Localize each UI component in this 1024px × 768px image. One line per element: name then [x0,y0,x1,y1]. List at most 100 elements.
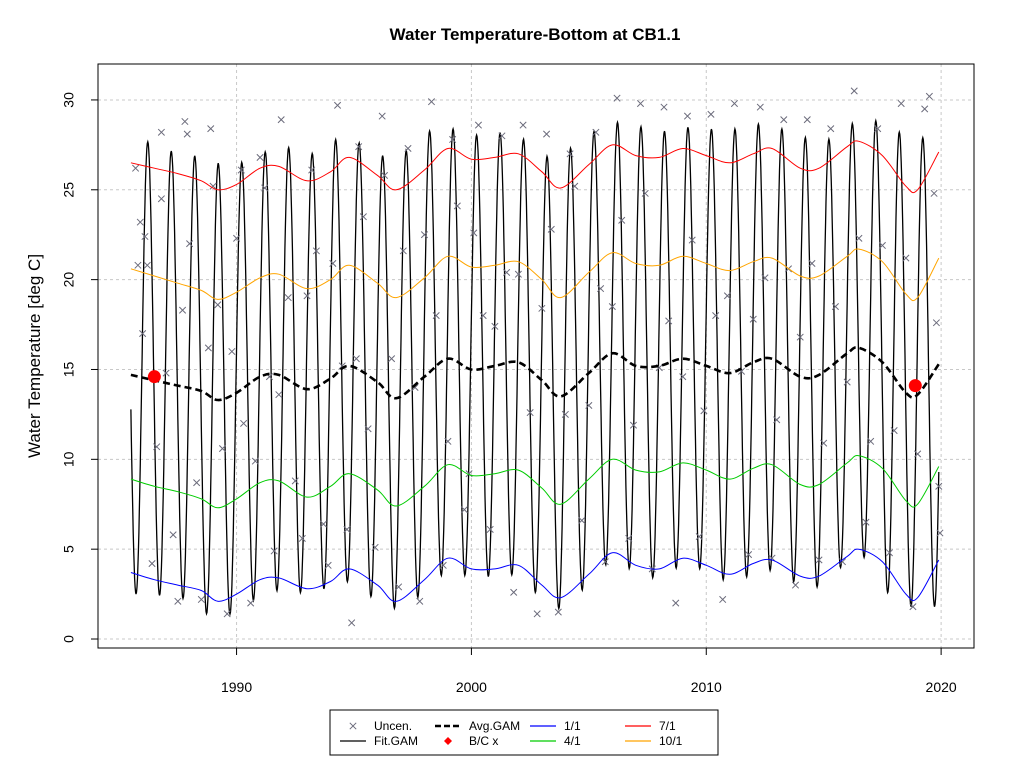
uncen-point [808,259,816,268]
legend-uncen-symbol [349,722,357,730]
legend-label: 10/1 [659,734,683,748]
uncen-point [139,329,147,338]
y-tick-label: 5 [61,545,77,553]
uncen-point [132,164,140,172]
series-10-1-line [130,248,940,302]
series-4-1-line [130,455,940,509]
uncen-point [665,317,673,325]
uncen-point [629,421,638,429]
uncen-point [174,597,182,605]
legend-label: 4/1 [564,734,581,748]
uncen-point [914,450,922,458]
y-axis-label: Water Temperature [deg C] [25,254,44,458]
uncen-point [855,234,863,242]
uncen-point [404,144,412,153]
uncen-point [134,261,142,269]
legend-label: B/C x [469,734,498,748]
uncen-point [744,551,753,559]
uncen-point [427,98,436,106]
uncen-point [479,312,487,320]
uncen-point [183,130,191,138]
uncen-point [730,99,739,108]
y-tick-label: 25 [61,182,77,198]
uncen-point [723,292,731,300]
uncen-point [700,407,708,415]
uncen-point [218,444,227,453]
uncen-point [625,534,633,542]
uncen-point [449,135,457,144]
uncen-point [261,184,269,192]
uncen-point [843,378,851,386]
uncen-point [207,125,215,133]
uncen-point [878,241,886,250]
uncen-point [380,171,389,179]
uncen-point [228,347,236,356]
uncen-point [209,182,217,190]
uncen-point [897,99,905,108]
uncen-point [585,401,593,409]
chart-title: Water Temperature-Bottom at CB1.1 [390,25,681,44]
uncen-point [773,416,781,424]
legend-bc-symbol [444,737,452,745]
y-tick-label: 30 [61,92,77,108]
uncen-point [803,116,811,124]
uncen-point [197,595,205,604]
legend-label: 7/1 [659,719,676,733]
uncen-point [491,322,499,330]
uncen-point [298,534,306,542]
uncen-point [420,231,428,239]
legend-label: Fit.GAM [374,734,418,748]
uncen-point [169,531,177,539]
x-tick-label: 2010 [691,679,722,695]
uncen-point [355,143,363,151]
uncen-point [233,234,241,242]
uncen-point [157,128,165,136]
uncen-point [303,292,311,300]
uncen-point [378,112,386,120]
uncen-point [538,304,546,312]
uncen-point [352,355,360,363]
uncen-point [561,410,569,418]
uncen-point [251,457,259,465]
uncen-point [136,218,144,226]
uncen-point [533,610,541,618]
uncen-point [510,588,518,596]
y-tick-label: 15 [61,361,77,377]
bc-point [147,370,161,384]
uncen-point [930,189,938,197]
uncen-point [909,603,917,611]
uncen-point [672,599,680,607]
legend-label: 1/1 [564,719,581,733]
uncen-point [416,597,424,605]
avg-gam-line [130,346,940,402]
uncen-point [178,306,187,314]
uncen-point [613,94,621,102]
uncen-point [935,482,943,490]
uncen-point [143,261,151,269]
uncen-point [312,247,320,255]
uncen-point [820,439,828,447]
uncen-point [921,105,929,113]
uncen-point [453,202,461,210]
uncen-point [204,344,212,352]
x-tick-label: 1990 [221,679,252,695]
uncen-point [157,195,165,203]
uncen-point [193,479,201,487]
uncen-point [444,437,452,445]
uncen-point [486,525,494,533]
uncen-point [388,355,396,363]
uncen-point [399,247,407,255]
plot-frame [97,63,975,649]
uncen-point [277,116,285,124]
uncen-point [597,285,605,293]
uncen-point [432,312,440,320]
uncen-point [838,558,847,566]
uncen-point [237,166,245,174]
uncen-point [474,121,483,129]
uncen-point [270,547,278,555]
uncen-point [526,409,534,417]
uncen-point [831,303,839,311]
uncen-point [867,437,875,445]
